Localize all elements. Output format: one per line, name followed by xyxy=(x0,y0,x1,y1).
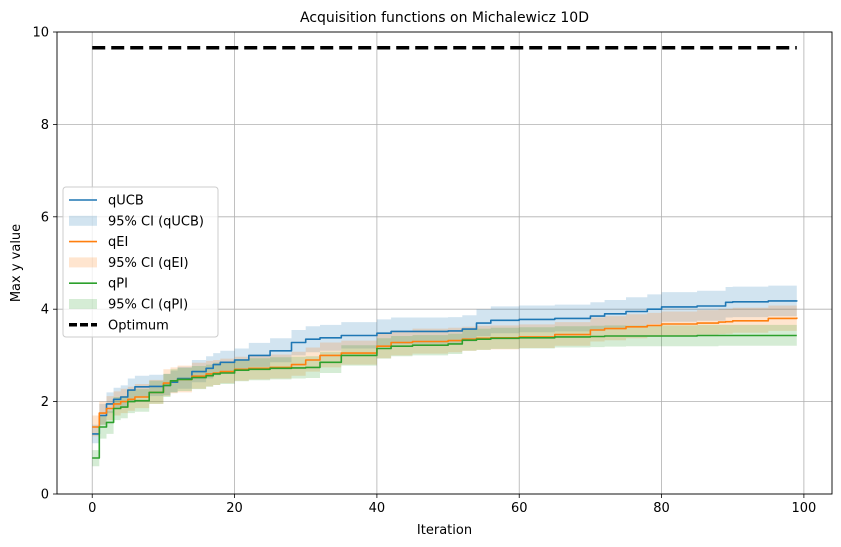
y-axis-ticks: 0 2 4 6 8 10 xyxy=(32,26,57,503)
series-line-qpi xyxy=(92,334,797,459)
series-lines xyxy=(92,45,798,459)
y-tick-label: 6 xyxy=(41,210,49,225)
x-axis-ticks: 0 20 40 60 80 100 xyxy=(88,494,816,516)
ci-band-qpi xyxy=(92,324,797,467)
legend-label: qEI xyxy=(108,235,128,250)
confidence-bands xyxy=(92,285,797,467)
legend-label: 95% CI (qEI) xyxy=(108,256,189,271)
legend-swatch-patch xyxy=(69,215,97,226)
x-axis-label: Iteration xyxy=(417,523,472,538)
legend-swatch-patch xyxy=(69,299,97,309)
y-tick-label: 8 xyxy=(41,118,49,133)
chart-title: Acquisition functions on Michalewicz 10D xyxy=(300,10,589,26)
x-tick-label: 80 xyxy=(653,501,670,516)
legend-label: Optimum xyxy=(108,318,169,333)
x-tick-label: 0 xyxy=(88,501,96,516)
ci-band-qei xyxy=(92,304,797,437)
y-tick-label: 10 xyxy=(32,26,49,41)
legend-label: qUCB xyxy=(108,194,144,209)
ci-band-qucb xyxy=(92,285,797,444)
legend-label: 95% CI (qPI) xyxy=(108,298,188,313)
series-line-qucb xyxy=(92,300,798,435)
y-tick-label: 2 xyxy=(41,395,49,410)
legend-swatch-patch xyxy=(69,257,97,268)
legend-label: 95% CI (qUCB) xyxy=(108,214,204,229)
y-tick-label: 0 xyxy=(41,488,49,503)
x-tick-label: 100 xyxy=(791,501,816,516)
legend: qUCB 95% CI (qUCB) qEI 95% CI (qEI) qPI 95% C… xyxy=(62,186,219,338)
legend-label: qPI xyxy=(108,277,128,292)
x-tick-label: 40 xyxy=(369,501,386,516)
y-axis-label: Max y value xyxy=(9,224,24,302)
x-tick-label: 60 xyxy=(511,501,528,516)
plot-frame xyxy=(56,31,833,495)
x-tick-label: 20 xyxy=(226,501,243,516)
y-tick-label: 4 xyxy=(41,303,49,318)
legend-box xyxy=(62,186,219,338)
